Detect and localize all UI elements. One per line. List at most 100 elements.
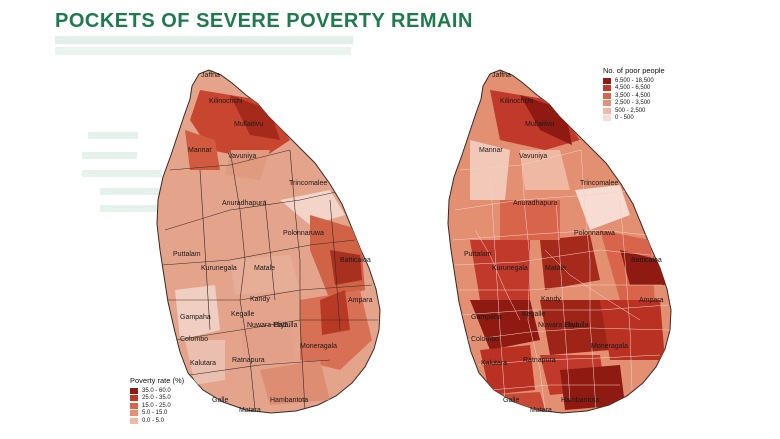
legend-poor-people: No. of poor people 6,500 - 18,500 4,500 -… [603,66,665,122]
legend-poverty-rate: Poverty rate (%) 35.0 - 60.0 25.0 - 35.0 1… [130,376,184,425]
place-label: Colombo [180,336,208,343]
faded-text-block [100,188,170,195]
place-label: Polonnaruwa [574,230,615,237]
place-label: Gampaha [471,314,502,321]
legend-item: 4,500 - 6,500 [603,85,665,93]
place-label: Kegalle [231,311,254,318]
place-label: Batticaloa [631,257,662,264]
place-label: Mannar [479,147,503,154]
legend-label: 4,500 - 6,500 [615,85,651,92]
place-label: Batticaloa [340,257,371,264]
place-label: Vavuniya [228,153,256,160]
place-label: Ampara [639,297,664,304]
place-label: Moneragala [300,343,337,350]
legend-item: 0.0 - 5.0 [130,417,184,425]
legend-label: 25.0 - 35.0 [142,395,171,402]
place-label: Mullaitivu [525,121,554,128]
place-label: Hambantota [561,397,599,404]
place-label: Jaffna [492,72,511,79]
faded-subtitle-band-2 [55,47,351,55]
place-label: Puttalam [464,251,492,258]
place-label: Kilinochchi [209,98,243,105]
right-map-labels: Jaffna Kilinochchi Mullaitivu Mannar Vavuniy… [464,72,664,414]
legend-label: 15.0 - 25.0 [142,402,171,409]
legend-swatch [603,85,611,92]
place-label: Moneragala [591,343,628,350]
place-label: Polonnaruwa [283,230,324,237]
place-label: Puttalam [173,251,201,258]
faded-text-block [82,152,137,159]
place-label: Badulla [565,322,588,329]
place-label: Kurunegala [492,265,528,272]
legend-label: 5.0 - 15.0 [142,410,168,417]
faded-text-block [82,170,162,177]
place-label: Colombo [471,336,499,343]
legend-item: 3,500 - 4,500 [603,92,665,100]
legend-swatch [130,410,138,417]
place-label: Nuwara Eliya [247,322,288,329]
legend-title: No. of poor people [603,66,665,75]
legend-swatch [130,395,138,402]
legend-swatch [130,402,138,409]
legend-swatch [603,115,611,122]
place-label: Ratnapura [232,357,265,364]
place-label: Kandy [541,296,561,303]
place-label: Matara [239,407,261,414]
place-label: Kegalle [522,311,545,318]
place-label: Kandy [250,296,270,303]
place-label: Trincomalee [289,180,327,187]
place-label: Hambantota [270,397,308,404]
legend-label: 0 - 500 [615,115,634,122]
page-title: POCKETS OF SEVERE POVERTY REMAIN [55,10,473,32]
place-label: Anuradhapura [513,200,557,207]
legend-label: 500 - 2,500 [615,107,646,114]
legend-swatch [130,387,138,394]
legend-label: 0.0 - 5.0 [142,417,165,424]
legend-item: 25.0 - 35.0 [130,395,184,403]
place-label: Kurunegala [201,265,237,272]
legend-item: 5.0 - 15.0 [130,410,184,418]
legend-label: 35.0 - 60.0 [142,387,171,394]
faded-text-block [100,205,168,212]
place-label: Nuwara Eliya [538,322,579,329]
left-map-poverty-rate [156,69,381,414]
place-label: Mullaitivu [234,121,263,128]
place-label: Galle [503,397,519,404]
place-label: Matale [545,265,566,272]
right-map-poor-people [447,69,672,414]
faded-text-block [88,132,138,139]
legend-swatch [603,107,611,114]
faded-subtitle-band [55,36,353,44]
place-label: Mannar [188,147,212,154]
legend-label: 6,500 - 18,500 [615,77,654,84]
legend-item: 15.0 - 25.0 [130,402,184,410]
legend-item: 0 - 500 [603,115,665,123]
left-map-labels: Jaffna Kilinochchi Mullaitivu Mannar Vavuniy… [173,72,373,414]
legend-item: 6,500 - 18,500 [603,77,665,85]
place-label: Jaffna [201,72,220,79]
place-label: Kilinochchi [500,98,534,105]
place-label: Anuradhapura [222,200,266,207]
legend-swatch [603,92,611,99]
legend-title: Poverty rate (%) [130,376,185,385]
place-label: Galle [212,397,228,404]
place-label: Trincomalee [580,180,618,187]
legend-swatch [603,100,611,107]
legend-label: 2,500 - 3,500 [615,100,651,107]
legend-item: 500 - 2,500 [603,107,665,115]
place-label: Badulla [274,322,297,329]
legend-label: 3,500 - 4,500 [615,92,651,99]
place-label: Kalutara [481,360,507,367]
legend-item: 35.0 - 60.0 [130,387,184,395]
legend-item: 2,500 - 3,500 [603,100,665,108]
place-label: Matara [530,407,552,414]
place-label: Ratnapura [523,357,556,364]
place-label: Vavuniya [519,153,547,160]
place-label: Ampara [348,297,373,304]
place-label: Gampaha [180,314,211,321]
place-label: Kalutara [190,360,216,367]
legend-swatch [603,77,611,84]
legend-swatch [130,417,138,424]
place-label: Matale [254,265,275,272]
